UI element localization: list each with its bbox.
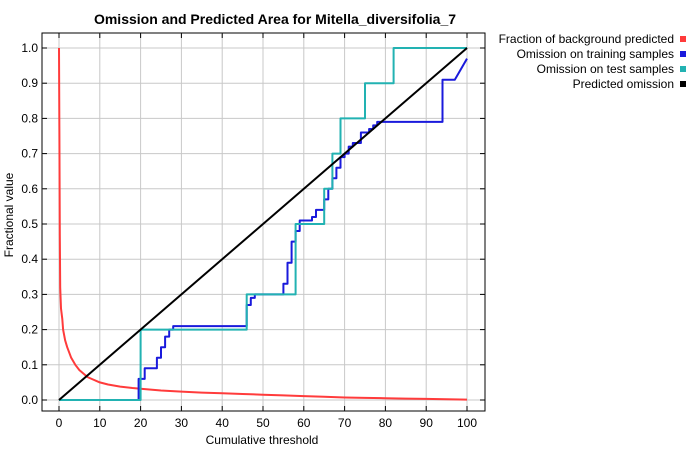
- y-tick-label: 0.6: [21, 182, 38, 196]
- y-tick-label: 0.3: [21, 287, 38, 301]
- x-tick-label: 100: [457, 416, 477, 430]
- series-lines: [58, 47, 468, 401]
- x-tick-label: 60: [297, 416, 311, 430]
- y-tick-label: 0.7: [21, 147, 38, 161]
- grid: [42, 33, 485, 411]
- chart-title: Omission and Predicted Area for Mitella_…: [94, 11, 456, 27]
- y-axis-label: Fractional value: [2, 172, 16, 257]
- y-tick-label: 0.1: [21, 358, 38, 372]
- legend-entry-predicted-label: Predicted omission: [573, 77, 674, 91]
- y-tick-label: 0.8: [21, 111, 38, 125]
- y-tick-label: 0.4: [21, 252, 38, 266]
- legend-entry-training-swatch: [680, 51, 686, 57]
- y-tick-label: 0.0: [21, 393, 38, 407]
- legend-entry-background-swatch: [680, 36, 686, 42]
- x-tick-label: 40: [216, 416, 230, 430]
- legend: Fraction of background predictedOmission…: [499, 32, 686, 91]
- legend-entry-test-label: Omission on test samples: [537, 62, 674, 76]
- y-tick-label: 0.2: [21, 323, 38, 337]
- y-tick-label: 0.5: [21, 217, 38, 231]
- x-tick-label: 80: [379, 416, 393, 430]
- y-tick-label: 1.0: [21, 41, 38, 55]
- legend-entry-predicted-swatch: [680, 81, 686, 87]
- x-axis-label: Cumulative threshold: [206, 433, 319, 447]
- x-tick-label: 70: [338, 416, 352, 430]
- legend-entry-test-swatch: [680, 66, 686, 72]
- x-tick-label: 30: [175, 416, 189, 430]
- x-tick-label: 10: [93, 416, 107, 430]
- legend-entry-training-label: Omission on training samples: [517, 47, 674, 61]
- x-axis-ticks: 0 10 20 30 40 50 60 70 80 90 100: [56, 33, 477, 430]
- y-axis-ticks: 0.0 0.1 0.2 0.3 0.4 0.5 0.6 0.7 0.8 0.9 1.0: [21, 41, 485, 407]
- x-tick-label: 0: [56, 416, 63, 430]
- omission-training-line: [59, 58, 468, 401]
- legend-entry-background-label: Fraction of background predicted: [499, 32, 674, 46]
- x-tick-label: 20: [134, 416, 148, 430]
- predicted-omission-line: [58, 47, 468, 401]
- x-tick-label: 90: [420, 416, 434, 430]
- y-tick-label: 0.9: [21, 76, 38, 90]
- fraction-background-line: [58, 47, 468, 401]
- omission-test-line: [59, 47, 467, 401]
- x-tick-label: 50: [256, 416, 270, 430]
